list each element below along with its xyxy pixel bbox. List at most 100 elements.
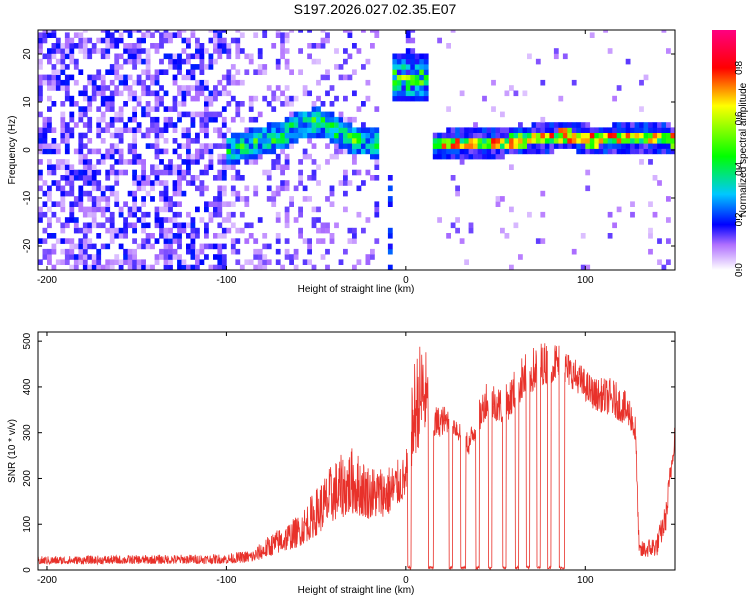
heatmap-cell (190, 264, 196, 270)
heatmap-cell (607, 233, 613, 239)
heatmap-cell (293, 111, 299, 118)
heatmap-cell (401, 90, 407, 97)
heatmap-cell (82, 169, 88, 176)
heatmap-cell (356, 185, 362, 192)
heatmap-cell (298, 206, 303, 213)
heatmap-cell (257, 111, 263, 118)
heatmap-cell (163, 180, 169, 186)
heatmap-cell (150, 169, 155, 176)
heatmap-cell (114, 180, 120, 186)
heatmap-cell (329, 201, 335, 207)
heatmap-cell (239, 227, 245, 234)
heatmap-cell (136, 153, 142, 160)
heatmap-cell (87, 180, 93, 186)
heatmap-cell (73, 148, 79, 155)
heatmap-cell (329, 132, 335, 139)
heatmap-cell (96, 206, 102, 213)
heatmap-cell (257, 69, 263, 75)
heatmap-cell (540, 238, 546, 244)
heatmap-cell (38, 169, 43, 176)
heatmap-cell (177, 169, 182, 176)
heatmap-cell (280, 90, 285, 97)
heatmap-cell (230, 64, 236, 70)
heatmap-cell (334, 222, 339, 229)
heatmap-cell (186, 143, 191, 149)
heatmap-cell (204, 106, 209, 112)
heatmap-cell (204, 48, 209, 54)
heatmap-cell (118, 153, 124, 160)
heatmap-cell (414, 69, 420, 75)
heatmap-cell (257, 264, 263, 270)
heatmap-cell (374, 143, 380, 149)
heatmap-cell (500, 111, 505, 118)
heatmap-cell (91, 43, 97, 49)
heatmap-cell (190, 222, 196, 229)
heatmap-cell (446, 233, 451, 239)
heatmap-cell (482, 132, 487, 139)
heatmap-cell (186, 127, 191, 133)
heatmap-cell (60, 227, 66, 234)
heatmap-cell (352, 90, 357, 97)
heatmap-cell (96, 264, 102, 270)
heatmap-cell (64, 164, 70, 170)
heatmap-cell (42, 53, 48, 60)
y-tick-label: -20 (22, 238, 33, 253)
heatmap-cell (150, 196, 155, 202)
heatmap-cell (235, 132, 241, 139)
heatmap-cell (527, 143, 532, 149)
heatmap-cell (172, 238, 178, 244)
y-tick-label: 0 (22, 567, 33, 573)
heatmap-cell (136, 180, 142, 186)
heatmap-cell (325, 127, 330, 133)
heatmap-cell (396, 53, 402, 60)
heatmap-cell (204, 101, 209, 107)
heatmap-cell (522, 148, 528, 155)
heatmap-cell (284, 185, 290, 192)
heatmap-cell (253, 254, 259, 260)
heatmap-cell (262, 95, 268, 102)
heatmap-cell (450, 132, 456, 139)
heatmap-cell (477, 153, 483, 160)
heatmap-cell (47, 185, 52, 192)
heatmap-cell (145, 69, 151, 75)
heatmap-cell (504, 127, 510, 133)
heatmap-cell (38, 127, 43, 133)
heatmap-cell (69, 58, 75, 65)
heatmap-cell (141, 37, 146, 44)
heatmap-cell (136, 58, 142, 65)
heatmap-cell (181, 175, 187, 181)
heatmap-cell (334, 116, 339, 123)
heatmap-cell (361, 180, 366, 186)
heatmap-cell (522, 90, 528, 97)
heatmap-cell (172, 79, 178, 86)
heatmap-cell (289, 95, 294, 102)
heatmap-cell (307, 43, 312, 49)
heatmap-cell (96, 48, 102, 54)
heatmap-cell (163, 30, 169, 33)
heatmap-cell (38, 238, 43, 244)
heatmap-cell (186, 169, 191, 176)
heatmap-cell (311, 159, 317, 165)
heatmap-cell (235, 53, 241, 60)
heatmap-cell (69, 201, 75, 207)
heatmap-cell (316, 180, 321, 186)
heatmap-cell (486, 138, 492, 144)
heatmap-cell (109, 79, 115, 86)
heatmap-cell (145, 127, 151, 133)
heatmap-cell (208, 148, 214, 155)
heatmap-cell (69, 243, 75, 250)
heatmap-cell (365, 217, 371, 223)
heatmap-cell (87, 227, 93, 234)
heatmap-cell (262, 138, 268, 144)
heatmap-cell (248, 106, 254, 112)
heatmap-cell (87, 122, 93, 128)
heatmap-cell (114, 53, 120, 60)
heatmap-cell (60, 64, 66, 70)
heatmap-cell (159, 254, 164, 260)
heatmap-cell (648, 233, 653, 239)
heatmap-cell (666, 196, 671, 202)
heatmap-cell (172, 127, 178, 133)
heatmap-cell (343, 169, 348, 176)
heatmap-cell (531, 122, 537, 128)
heatmap-cell (38, 132, 43, 139)
